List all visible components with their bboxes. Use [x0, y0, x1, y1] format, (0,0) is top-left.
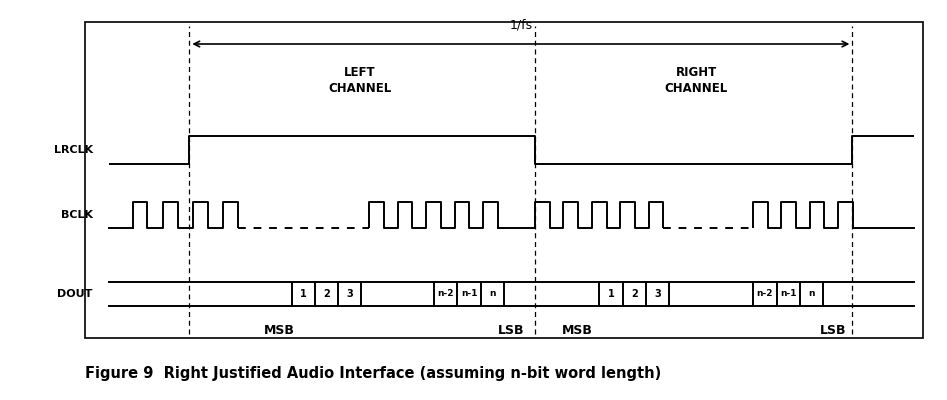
Text: 2: 2: [324, 289, 331, 299]
Text: LEFT
CHANNEL: LEFT CHANNEL: [329, 66, 391, 94]
Text: 3: 3: [347, 289, 353, 299]
Text: RIGHT
CHANNEL: RIGHT CHANNEL: [665, 66, 727, 94]
Text: n-1: n-1: [780, 290, 796, 298]
Text: 1: 1: [608, 289, 615, 299]
Text: BCLK: BCLK: [61, 210, 93, 220]
Text: n-1: n-1: [461, 290, 477, 298]
Text: n: n: [809, 290, 815, 298]
Text: LRCLK: LRCLK: [54, 145, 93, 155]
Text: LSB: LSB: [498, 324, 525, 336]
Text: n-2: n-2: [438, 290, 454, 298]
Text: LSB: LSB: [820, 324, 847, 336]
Text: n-2: n-2: [757, 290, 773, 298]
Text: 3: 3: [654, 289, 661, 299]
Bar: [85, 22, 923, 338]
Text: Figure 9  Right Justified Audio Interface (assuming n-bit word length): Figure 9 Right Justified Audio Interface…: [85, 366, 662, 381]
Text: MSB: MSB: [264, 324, 295, 336]
Text: 1: 1: [300, 289, 307, 299]
Text: 2: 2: [632, 289, 638, 299]
Text: MSB: MSB: [563, 324, 593, 336]
Text: 1/fs: 1/fs: [509, 19, 532, 32]
Text: n: n: [490, 290, 496, 298]
Text: DOUT: DOUT: [58, 289, 93, 299]
